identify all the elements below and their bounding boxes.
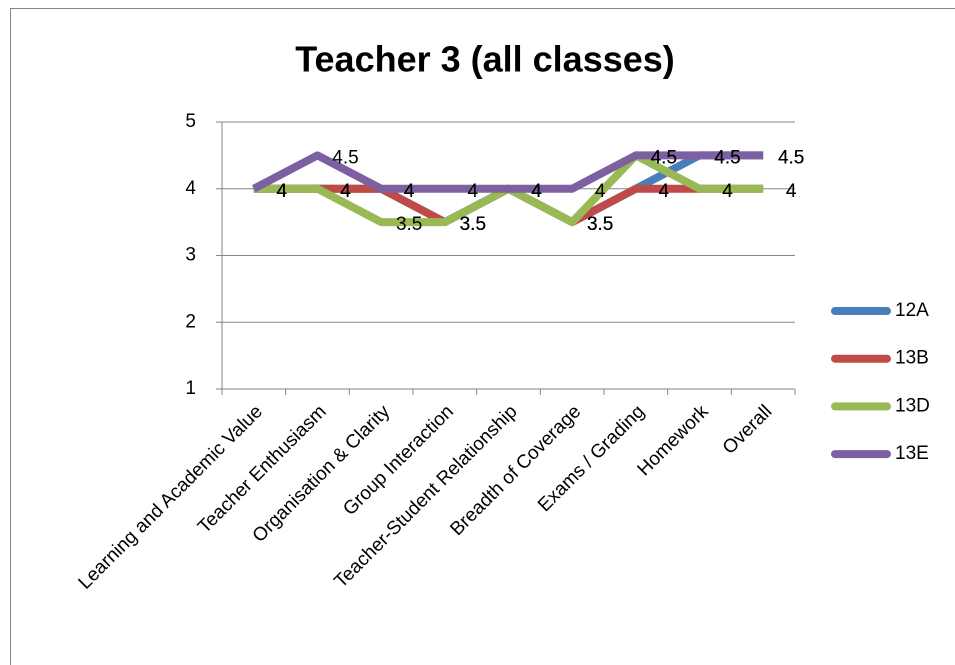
data-label: 4 xyxy=(531,181,542,202)
data-label: 4.5 xyxy=(714,147,740,168)
legend-label: 13E xyxy=(895,443,929,464)
data-label: 4.5 xyxy=(778,147,804,168)
y-tick-label: 2 xyxy=(185,311,196,332)
legend-label: 12A xyxy=(895,300,929,321)
data-label: 4 xyxy=(531,181,542,202)
data-label: 3.5 xyxy=(587,214,613,235)
y-tick-label: 3 xyxy=(185,245,196,266)
data-label: 4 xyxy=(595,181,606,202)
data-label: 4 xyxy=(340,181,351,202)
data-label: 3.5 xyxy=(460,214,486,235)
data-label: 4 xyxy=(277,181,288,202)
data-label: 3.5 xyxy=(587,214,613,235)
chart-title: Teacher 3 (all classes) xyxy=(295,39,675,80)
data-label: 4 xyxy=(531,181,542,202)
chart-frame xyxy=(10,8,955,665)
data-label: 3.5 xyxy=(460,214,486,235)
legend-label: 13B xyxy=(895,348,929,369)
data-label: 4 xyxy=(404,181,415,202)
data-label: 4 xyxy=(277,181,288,202)
data-label: 4 xyxy=(786,181,797,202)
data-label: 4 xyxy=(722,181,733,202)
data-label: 4 xyxy=(277,181,288,202)
data-label: 4 xyxy=(277,181,288,202)
data-label: 4 xyxy=(404,181,415,202)
data-label: 4 xyxy=(468,181,479,202)
data-label: 3.5 xyxy=(587,214,613,235)
y-tick-label: 5 xyxy=(185,111,196,132)
legend-label: 13D xyxy=(895,395,930,416)
data-label: 4.5 xyxy=(714,147,740,168)
data-label: 4 xyxy=(340,181,351,202)
y-tick-label: 1 xyxy=(185,378,196,399)
data-label: 4 xyxy=(340,181,351,202)
data-label: 4 xyxy=(531,181,542,202)
data-label: 4 xyxy=(404,181,415,202)
data-label: 4 xyxy=(659,181,670,202)
data-label: 4 xyxy=(659,181,670,202)
data-label: 4 xyxy=(722,181,733,202)
data-label: 4 xyxy=(786,181,797,202)
data-label: 4.5 xyxy=(651,147,677,168)
data-label: 4.5 xyxy=(651,147,677,168)
data-label: 3.5 xyxy=(460,214,486,235)
data-label: 4.5 xyxy=(778,147,804,168)
y-tick-label: 4 xyxy=(185,178,196,199)
data-label: 3.5 xyxy=(396,214,422,235)
series-line xyxy=(251,151,764,193)
data-label: 4.5 xyxy=(332,147,358,168)
